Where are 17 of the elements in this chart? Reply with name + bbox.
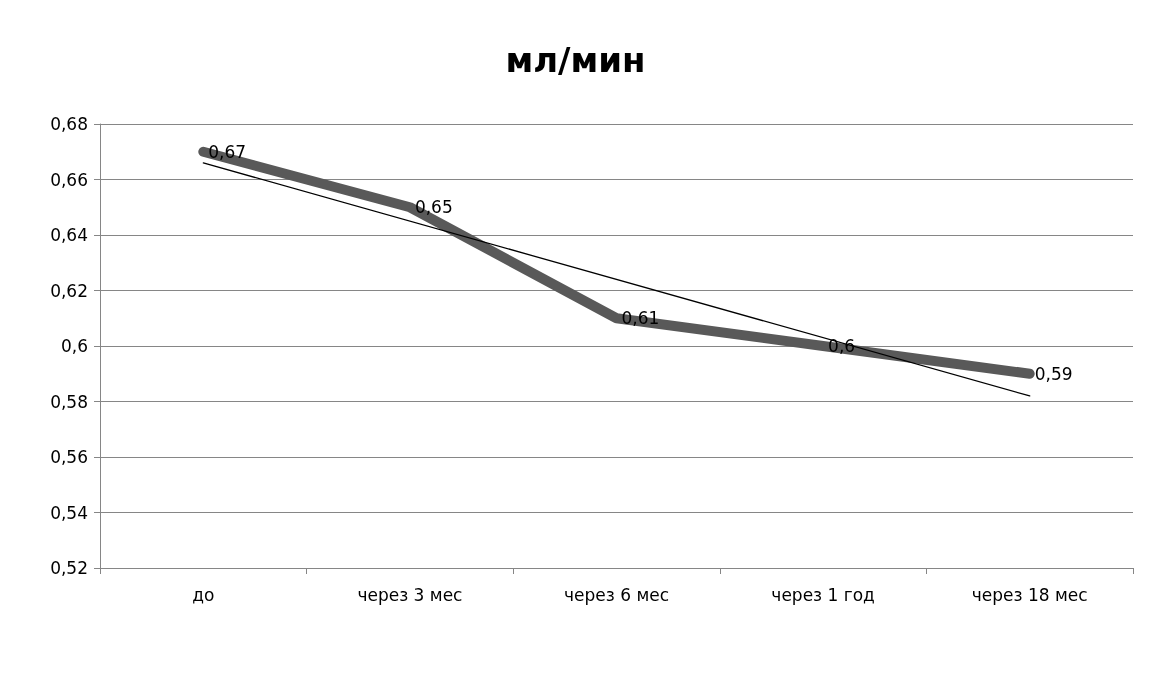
y-tick-label: 0,56 bbox=[50, 447, 88, 467]
y-tick-label: 0,54 bbox=[50, 502, 88, 523]
chart-title: мл/мин bbox=[505, 40, 646, 80]
data-label: 0,65 bbox=[414, 197, 453, 218]
data-label: 0,59 bbox=[1034, 363, 1073, 384]
y-tick-label: 0,52 bbox=[50, 558, 88, 578]
y-tick-label: 0,66 bbox=[50, 169, 88, 190]
y-tick-label: 0,6 bbox=[60, 336, 88, 356]
x-tick-label: через 1 год bbox=[771, 584, 875, 605]
y-tick-label: 0,62 bbox=[50, 280, 88, 301]
x-tick-label: через 3 мес bbox=[357, 584, 463, 605]
y-tick-label: 0,64 bbox=[50, 225, 88, 245]
x-tick-label: до bbox=[192, 584, 215, 605]
x-tick-label: через 18 мес bbox=[971, 584, 1088, 605]
y-tick-label: 0,68 bbox=[50, 114, 88, 134]
x-tick-label: через 6 мес bbox=[563, 584, 670, 605]
y-tick-label: 0,58 bbox=[50, 391, 88, 412]
